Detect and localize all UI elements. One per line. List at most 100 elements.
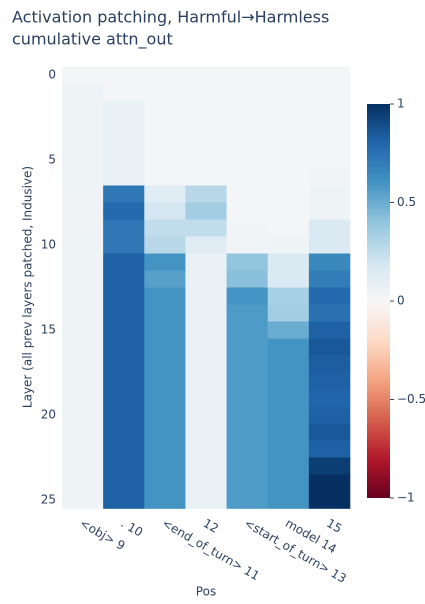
heatmap-cell [226,287,269,305]
heatmap-cell [103,151,145,169]
heatmap-cell [185,406,227,424]
heatmap-cell [308,134,351,152]
heatmap-cell [267,253,310,271]
heatmap-cell [267,151,310,169]
chart-title: cumulative attn_out [12,30,173,50]
heatmap-cell [62,168,104,186]
heatmap-cell [226,219,269,237]
heatmap-cell [226,253,269,271]
y-tick-label: 5 [48,153,56,167]
heatmap-cell [226,168,269,186]
heatmap-cell [144,321,186,339]
heatmap-cell [185,338,227,356]
heatmap-cell [144,83,186,101]
heatmap-cell [185,253,227,271]
heatmap-cell [226,151,269,169]
heatmap-cell [267,457,310,475]
heatmap-cell [308,236,351,254]
heatmap-cell [267,134,310,152]
heatmap-cell [103,474,145,492]
x-axis-label: Pos [196,585,216,599]
heatmap-cell [226,457,269,475]
heatmap-cell [103,219,145,237]
heatmap-cell [103,440,145,458]
heatmap-cell [267,338,310,356]
heatmap-cell [267,100,310,118]
heatmap-cell [226,117,269,135]
x-tick-label: . 10 [118,516,145,540]
heatmap-cell [226,100,269,118]
heatmap-cell [144,304,186,322]
heatmap-cell [267,423,310,441]
heatmap-cell [267,185,310,203]
heatmap-cell [185,219,227,237]
heatmap-cell [144,287,186,305]
heatmap-cell [308,83,351,101]
heatmap-cell [308,406,351,424]
heatmap-cell [226,304,269,322]
heatmap-cell [103,406,145,424]
heatmap-cell [103,202,145,220]
heatmap-cell [62,185,104,203]
heatmap-cell [308,117,351,135]
heatmap-cell [144,491,186,509]
heatmap-cell [185,117,227,135]
colorbar-tick-label: −1 [397,491,415,505]
heatmap-cell [226,321,269,339]
heatmap-cell [267,117,310,135]
heatmap-cell [103,457,145,475]
heatmap-cell [62,321,104,339]
heatmap-cell [185,440,227,458]
heatmap-cell [144,389,186,407]
heatmap-cell [185,151,227,169]
heatmap-cell [62,457,104,475]
heatmap-cell [144,338,186,356]
heatmap-cell [226,389,269,407]
heatmap-cell [267,270,310,288]
heatmap-cell [308,100,351,118]
colorbar-tick-label: −0.5 [397,392,425,406]
heatmap-cell [62,253,104,271]
heatmap-cell [226,423,269,441]
heatmap-cell [267,66,310,84]
heatmap-cell [62,270,104,288]
heatmap-cell [103,372,145,390]
heatmap-cell [185,236,227,254]
heatmap-cell [144,355,186,373]
heatmap-cell [226,372,269,390]
heatmap-cell [267,389,310,407]
heatmap-cell [226,491,269,509]
heatmap-cell [144,66,186,84]
heatmap-cell [267,372,310,390]
heatmap-cell [308,389,351,407]
heatmap-cell [103,134,145,152]
heatmap-cell [267,202,310,220]
heatmap-cell [308,168,351,186]
heatmap-cell [103,117,145,135]
heatmap-cell [308,372,351,390]
heatmap-cell [308,270,351,288]
heatmap-cell [226,83,269,101]
heatmap-cell [226,474,269,492]
heatmap-cell [62,440,104,458]
heatmap-cell [62,66,104,84]
heatmap-cell [144,372,186,390]
heatmap-cell [185,389,227,407]
heatmap-cell [308,440,351,458]
heatmap-cell [103,389,145,407]
x-tick-label: 15 [324,516,344,536]
heatmap-cell [308,202,351,220]
heatmap-cell [226,134,269,152]
heatmap-cell [144,202,186,220]
y-tick-label: 0 [48,68,56,82]
heatmap-cell [144,253,186,271]
heatmap-cell [185,134,227,152]
heatmap-cell [185,202,227,220]
heatmap-cell [62,355,104,373]
heatmap-cell [103,168,145,186]
heatmap-cell [308,287,351,305]
heatmap-cell [62,151,104,169]
y-axis-label: Layer (all prev layers patched, Indusive… [21,166,35,408]
heatmap-cell [62,117,104,135]
